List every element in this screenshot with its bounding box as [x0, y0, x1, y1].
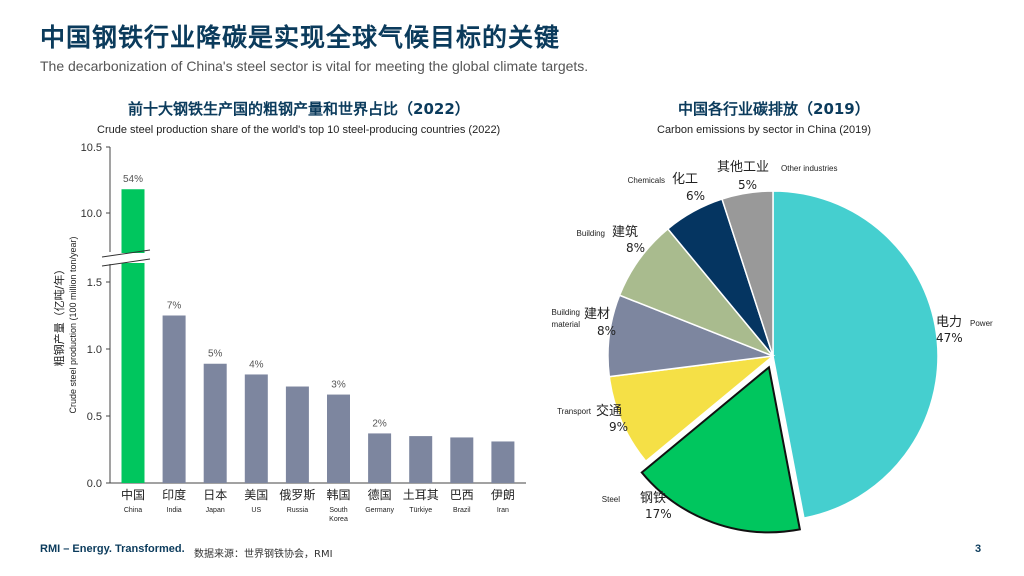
y-axis-title: 粗钢产量（亿吨/年） [52, 264, 66, 367]
bar [327, 394, 350, 483]
x-tick-label: 巴西 [450, 488, 474, 502]
slice-label-cn: 其他工业 [717, 160, 769, 175]
x-tick-label: 韩国 [326, 487, 350, 502]
x-tick-label-en: China [124, 507, 142, 514]
slice-label-en: Building [552, 308, 580, 317]
slice-label-cn: 化工 [672, 172, 698, 187]
slice-label-en: Chemicals [628, 176, 665, 185]
pie-slice [608, 354, 776, 463]
pie-chart-subtitle: Carbon emissions by sector in China (201… [657, 124, 871, 136]
pie-slice [772, 190, 939, 519]
bar-data-label: 54% [123, 174, 143, 185]
slice-label-cn: 交通 [596, 403, 622, 419]
y-tick-label: 10.5 [81, 142, 102, 154]
axis-break-mark [101, 258, 151, 267]
x-tick-label: 俄罗斯 [279, 488, 315, 502]
x-tick-label-en: India [167, 507, 182, 514]
slice-pct-label: 8% [597, 324, 616, 338]
slice-label-en: Other industries [781, 164, 837, 173]
slice-label-en: Building [577, 229, 605, 238]
bar [491, 441, 515, 483]
bar-chart-title: 前十大钢铁生产国的粗钢产量和世界占比（2022） [128, 100, 470, 118]
x-tick-label-en: Germany [365, 507, 394, 514]
bar [162, 315, 186, 483]
x-tick-label: 印度 [162, 487, 186, 502]
slice-pct-label: 47% [936, 331, 963, 345]
footer-brand: RMI – Energy. Transformed. [40, 543, 185, 555]
bar [244, 374, 268, 483]
x-tick-label-en: US [251, 507, 261, 514]
footer-source: 数据来源：世界钢铁协会，RMI [194, 549, 333, 560]
x-tick-label: 中国 [121, 487, 145, 502]
axis-break-mark [101, 249, 151, 258]
bar-data-label: 5% [208, 349, 223, 360]
page-number: 3 [975, 543, 982, 555]
y-tick-label: 0.0 [87, 478, 102, 490]
x-tick-label-en: Brazil [453, 507, 471, 514]
x-tick-label-en: South [329, 507, 347, 514]
slice-label-cn: 电力 [936, 315, 962, 330]
bar-data-label: 2% [372, 418, 387, 429]
slice-pct-label: 8% [626, 241, 645, 255]
x-tick-label-en: Iran [497, 507, 509, 514]
x-tick-label: 土耳其 [403, 488, 439, 502]
pie-chart-title: 中国各行业碳排放（2019） [678, 100, 870, 118]
slice-label-cn: 建筑 [612, 224, 638, 240]
y-tick-label: 1.5 [87, 277, 102, 289]
pie-slice [721, 190, 774, 357]
x-tick-label-en: Japan [206, 507, 225, 514]
slice-pct-label: 17% [645, 507, 672, 521]
y-tick-label: 0.5 [87, 411, 102, 423]
bar-data-label: 3% [331, 380, 346, 391]
slice-pct-label: 9% [609, 420, 628, 434]
y-tick-label: 1.0 [87, 344, 102, 356]
page-title: 中国钢铁行业降碳是实现全球气候目标的关键 [40, 23, 561, 52]
slice-label-cn: 钢铁 [640, 491, 666, 506]
x-tick-label: 德国 [368, 487, 392, 502]
bar [203, 363, 227, 483]
slice-label-en: material [552, 320, 581, 329]
x-tick-label-en: Türkiye [409, 507, 432, 514]
slice-pct-label: 6% [686, 189, 705, 203]
pie-slice [640, 365, 802, 534]
y-axis-title-en: Crude steel production (100 million ton/… [68, 236, 78, 413]
slice-label-en: Transport [557, 407, 592, 416]
pie-chart: 电力 Power 47% 钢铁 Steel 17% 交通 Transport 9% 建材 Build… [552, 160, 993, 534]
slice-label-cn: 建材 [584, 307, 610, 322]
bar-data-label: 4% [249, 359, 264, 370]
bar [285, 386, 309, 483]
slice-label-en: Steel [602, 495, 620, 504]
bar [450, 437, 474, 483]
x-tick-label-en: Korea [329, 516, 348, 523]
x-tick-label: 美国 [244, 488, 268, 502]
bar-chart-subtitle: Crude steel production share of the worl… [97, 124, 501, 136]
x-tick-label: 日本 [203, 488, 227, 502]
bar [368, 433, 392, 483]
bar [409, 436, 433, 483]
bar-data-label: 7% [167, 301, 182, 312]
bar-chart: 0.0 0.5 1.0 1.5 10.0 10.5 粗钢产量（亿吨/年） Crude stee… [52, 142, 526, 523]
page-subtitle: The decarbonization of China's steel sec… [40, 58, 589, 74]
axis-break-gap [102, 253, 152, 263]
slice-label-en: Power [970, 319, 993, 328]
x-tick-label: 伊朗 [491, 488, 515, 502]
y-tick-label: 10.0 [81, 208, 102, 220]
x-tick-label-en: Russia [287, 507, 309, 514]
slice-pct-label: 5% [738, 178, 757, 192]
